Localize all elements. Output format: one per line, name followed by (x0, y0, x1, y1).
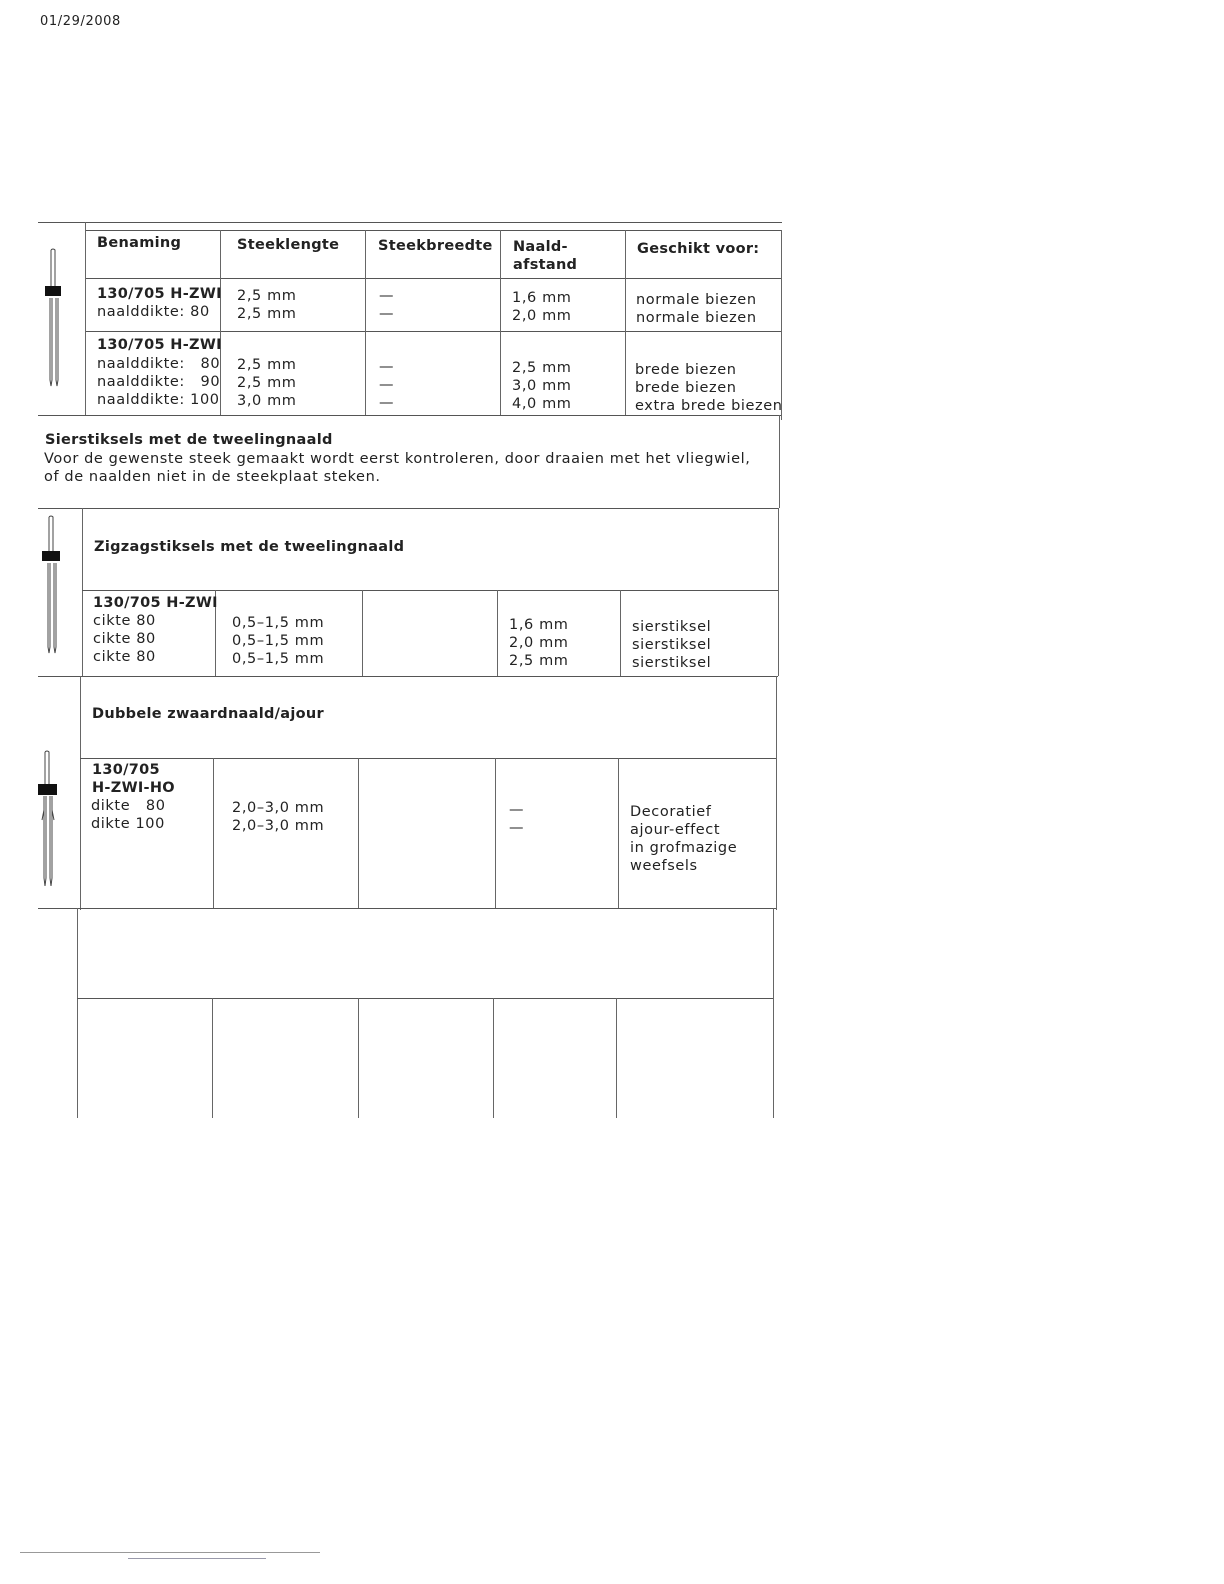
dubbele-distance: — — (509, 802, 525, 836)
sierstiksels-text: Voor de gewenste steek gemaakt wordt eer… (44, 451, 751, 485)
zigzag-name: 130/705 H-ZWI (93, 595, 218, 611)
row2-distance: 2,5 mm 3,0 mm 4,0 mm (512, 360, 572, 412)
row1-use: normale biezen normale biezen (636, 292, 757, 326)
sierstiksels-title: Siersti​ksels met de tweelingnaald (45, 432, 333, 448)
zigzag-sub: cikte 80 cikte 80 cikte 80 (93, 613, 156, 665)
twin-needle-icon (45, 248, 61, 387)
zigzag-use: sierstiksel sierstiksel sierstiksel (632, 619, 712, 671)
dubbele-sub: dikte 80 dikte 100 (91, 798, 166, 832)
row2-length: 2,5 mm 2,5 mm 3,0 mm (237, 357, 297, 409)
row2-width: — — — (379, 359, 395, 411)
row1-name: 130/705 H-ZWI (97, 286, 222, 302)
header-steekbreedte: Steekbreedte (378, 238, 493, 254)
dubbele-use: Decoratief ajour-effect in grofmazige we… (630, 804, 738, 874)
row2-name: 130/705 H-ZWI (97, 337, 222, 353)
row2-sub: naalddikte: 80 naalddikte: 90 naalddikte… (97, 356, 221, 408)
date-stamp: 01/29/2008 (40, 14, 121, 29)
header-steeklengte: Steeklengte (237, 237, 340, 253)
row1-sub: naalddikte: 80 (97, 304, 210, 320)
row2-use: brede biezen brede biezen extra brede bi… (635, 362, 783, 414)
dubbele-title: Dubbele zwaardnaald/ajour (92, 706, 324, 722)
header-benaming: Benaming (97, 235, 182, 251)
wing-needle-icon (38, 750, 57, 887)
dubbele-length: 2,0–3,0 mm 2,0–3,0 mm (232, 800, 325, 834)
row1-distance: 1,6 mm 2,0 mm (512, 290, 572, 324)
zigzag-distance: 1,6 mm 2,0 mm 2,5 mm (509, 617, 569, 669)
twin-needle-icon (42, 515, 60, 654)
zigzag-length: 0,5–1,5 mm 0,5–1,5 mm 0,5–1,5 mm (232, 615, 325, 667)
dubbele-name: 130/705 H-ZWI-HO (92, 762, 175, 796)
row1-width: — — (379, 288, 395, 322)
header-geschikt: Geschikt voor: (637, 241, 760, 257)
row1-length: 2,5 mm 2,5 mm (237, 288, 297, 322)
header-naaldafstand: Naald- afstand (513, 239, 578, 273)
zigzag-title: Zigzagstiksels met de tweelingnaald (94, 539, 405, 555)
